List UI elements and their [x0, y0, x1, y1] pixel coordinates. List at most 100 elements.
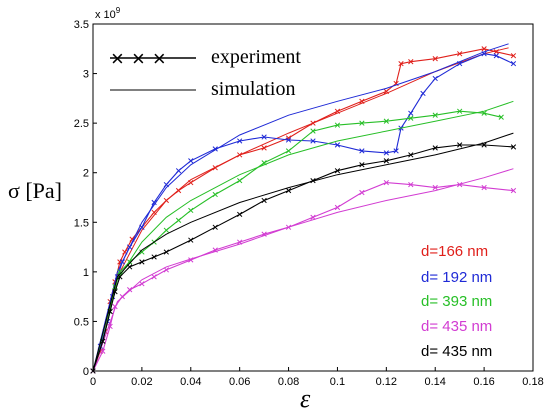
series-4-experiment-point — [359, 162, 365, 168]
legend-experiment-label: experiment — [211, 46, 301, 68]
y-exponent-label: x 109 — [95, 6, 121, 21]
series-0-experiment-point — [310, 120, 316, 126]
series-2-experiment-point — [383, 118, 389, 124]
y-tick-label: 1 — [83, 267, 89, 279]
series-label-435nm-black: d= 435 nm — [421, 343, 492, 360]
series-1-experiment-point — [493, 53, 499, 59]
series-0-experiment-point — [261, 145, 267, 151]
y-tick-label: 2 — [83, 168, 89, 180]
series-0-experiment-point — [175, 187, 182, 194]
y-tick-label: 0.5 — [74, 316, 89, 328]
series-0-experiment-point — [359, 98, 365, 104]
series-3-experiment-point — [432, 184, 438, 191]
series-4-experiment-point — [112, 289, 118, 295]
series-4-experiment-point — [261, 197, 267, 204]
series-4-experiment-point — [100, 338, 106, 344]
series-0-experiment-point — [383, 88, 389, 95]
series-1-experiment-point — [127, 244, 133, 250]
series-3-experiment-point — [151, 274, 157, 280]
series-2-experiment-point — [310, 128, 316, 134]
series-2-experiment-point — [408, 115, 414, 121]
y-tick-label: 1.5 — [74, 217, 89, 229]
series-1-experiment-point — [285, 137, 292, 143]
series-1-experiment-point — [510, 61, 517, 67]
series-4-experiment-point — [285, 187, 292, 194]
series-0-experiment-point — [188, 179, 194, 186]
series-0-experiment-point — [457, 51, 463, 57]
series-0-experiment-point — [398, 61, 404, 67]
y-tick-label: 3.5 — [74, 19, 89, 31]
series-1-experiment-point — [457, 61, 463, 67]
series-4-experiment-point — [457, 142, 463, 148]
series-0-experiment-point — [237, 152, 243, 158]
series-0-experiment-point — [493, 49, 499, 55]
series-0-experiment-point — [481, 46, 487, 52]
series-4-experiment-point — [432, 145, 438, 151]
series-2-experiment-point — [432, 112, 438, 118]
series-1-experiment-point — [420, 90, 426, 97]
series-4-experiment-point — [481, 142, 487, 148]
series-2-experiment-point — [117, 269, 123, 275]
series-1-experiment-point — [139, 224, 145, 230]
x-tick-label: 0 — [90, 376, 96, 388]
x-tick-label: 0.06 — [229, 376, 250, 388]
series-3-experiment-point — [127, 287, 133, 293]
series-1-experiment-point — [408, 110, 414, 116]
series-3-experiment-point — [334, 204, 341, 211]
series-3-experiment-point — [112, 303, 118, 310]
series-1-experiment-point — [261, 134, 267, 140]
series-4-experiment-point — [334, 168, 341, 174]
legend: × × × experiment simulation — [110, 46, 301, 100]
legend-simulation-label: simulation — [211, 78, 295, 100]
series-1 — [90, 43, 517, 374]
y-axis-label: σ [Pa] — [8, 178, 62, 203]
series-1-experiment-point — [151, 199, 157, 206]
series-label-166nm: d=166 nm — [421, 243, 488, 260]
series-2-experiment-point — [237, 177, 243, 184]
x-tick-label: 0.16 — [473, 376, 494, 388]
x-axis-label: ε — [300, 384, 311, 413]
x-tick-label: 0.02 — [131, 376, 152, 388]
series-label-435nm-magenta: d= 435 nm — [421, 318, 492, 335]
series-3-experiment-point — [188, 257, 194, 263]
series-3-experiment-point — [457, 181, 463, 188]
series-2-simulation-line — [92, 100, 514, 372]
series-1-experiment-point — [119, 259, 125, 265]
plot-marks — [90, 43, 517, 374]
x-tick-label: 0.08 — [278, 376, 299, 388]
series-1-experiment-point — [237, 138, 243, 144]
series-4-experiment-point — [188, 237, 194, 243]
series-0-experiment-point — [510, 53, 517, 59]
series-1-experiment-point — [175, 168, 182, 174]
series-1-experiment-point — [334, 142, 341, 148]
series-3-experiment-point — [212, 247, 218, 253]
series-4-experiment-point — [163, 249, 169, 255]
plot-frame — [92, 23, 534, 372]
series-1-experiment-point — [212, 146, 218, 152]
series-1-experiment-point — [383, 150, 389, 156]
legend-experiment-markers: × × × — [111, 46, 167, 71]
series-0-experiment-point — [163, 197, 169, 204]
series-2-experiment-point — [212, 191, 218, 198]
series-2-experiment-point — [261, 160, 267, 166]
series-4-experiment-point — [107, 308, 113, 315]
series-3-experiment-point — [359, 189, 365, 196]
series-2-experiment-point — [498, 114, 504, 120]
series-3-experiment-point — [139, 281, 145, 287]
series-4-experiment-point — [139, 259, 145, 265]
series-3-experiment-point — [510, 187, 517, 194]
x-tick-label: 0.04 — [180, 376, 201, 388]
series-3-experiment-point — [163, 267, 169, 273]
series-3-experiment-point — [261, 231, 267, 237]
series-0-experiment-point — [432, 56, 438, 62]
series-0-experiment-point — [408, 59, 414, 65]
series-label-192nm: d= 192 nm — [421, 269, 492, 286]
series-2-experiment-point — [481, 110, 487, 116]
series-2-experiment-point — [163, 227, 169, 233]
series-1-experiment-point — [188, 158, 194, 164]
series-2-experiment-point — [127, 259, 133, 265]
series-4-simulation-line — [92, 132, 514, 372]
series-3 — [90, 168, 517, 374]
series-1-simulation-line — [92, 43, 509, 372]
